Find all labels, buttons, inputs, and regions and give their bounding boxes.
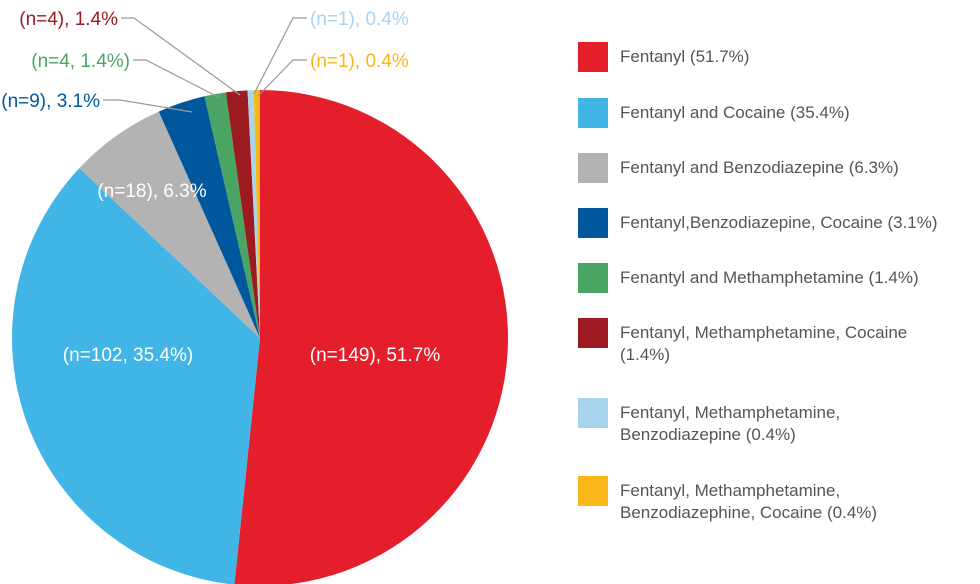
pie-slice bbox=[204, 92, 260, 339]
chart: (n=149), 51.7% (n=102, 35.4%) (n=18), 6.3%… bbox=[1, 9, 509, 584]
legend-item: Fentanyl and Cocaine (35.4%) bbox=[578, 98, 850, 128]
data-label: (n=1), 0.4% bbox=[310, 9, 409, 30]
legend-swatch bbox=[578, 153, 608, 183]
pie-slice bbox=[12, 168, 260, 584]
legend-swatch bbox=[578, 42, 608, 72]
data-label: (n=149), 51.7% bbox=[310, 345, 441, 366]
data-label: (n=9), 3.1% bbox=[1, 91, 100, 112]
legend-label: Fentanyl and Cocaine (35.4%) bbox=[620, 103, 850, 122]
legend-item: Fentanyl,Benzodiazepine, Cocaine (3.1%) bbox=[578, 208, 938, 238]
leader-line bbox=[133, 59, 221, 99]
legend-swatch bbox=[578, 208, 608, 238]
legend-item: Fentanyl, Methamphetamine, Benzodiazephi… bbox=[578, 476, 920, 524]
leader-line bbox=[103, 99, 193, 113]
legend-label: Fentanyl, Methamphetamine, Benzodiazephi… bbox=[620, 481, 878, 522]
legend-label: Fentanyl,Benzodiazepine, Cocaine (3.1%) bbox=[620, 213, 938, 232]
legend-label: Fentanyl and Benzodiazepine (6.3%) bbox=[620, 158, 899, 177]
leader-line bbox=[257, 59, 307, 97]
data-label: (n=1), 0.4% bbox=[310, 51, 409, 72]
data-label: (n=18), 6.3% bbox=[97, 181, 206, 202]
legend-item: Fentanyl and Benzodiazepine (6.3%) bbox=[578, 153, 899, 183]
pie-slice bbox=[253, 90, 260, 338]
leader-line bbox=[121, 17, 241, 96]
legend-label: Fenantyl and Methamphetamine (1.4%) bbox=[620, 268, 919, 287]
legend-item: Fentanyl, Methamphetamine, Benzodiazepin… bbox=[578, 398, 920, 446]
legend-item: Fentanyl (51.7%) bbox=[578, 42, 749, 72]
data-label: (n=4), 1.4% bbox=[19, 9, 118, 30]
leader-line bbox=[253, 17, 307, 95]
pie-slice bbox=[79, 111, 260, 338]
pie-slice bbox=[225, 90, 260, 338]
legend-label: Fentanyl (51.7%) bbox=[620, 47, 750, 66]
legend-swatch bbox=[578, 398, 608, 428]
pie-slice bbox=[158, 96, 260, 338]
data-label: (n=102, 35.4%) bbox=[63, 345, 193, 366]
legend-swatch bbox=[578, 476, 608, 506]
legend-label: Fentanyl, Methamphetamine, Benzodiazepin… bbox=[620, 403, 841, 444]
data-label: (n=4, 1.4%) bbox=[31, 51, 130, 72]
legend-item: Fentanyl, Methamphetamine, Cocaine (1.4%… bbox=[578, 318, 920, 366]
legend-swatch bbox=[578, 318, 608, 348]
pie-slice bbox=[234, 90, 509, 584]
legend-swatch bbox=[578, 263, 608, 293]
pie-slice bbox=[247, 90, 260, 339]
legend-label: Fentanyl, Methamphetamine, Cocaine (1.4%… bbox=[620, 323, 908, 364]
legend-item: Fenantyl and Methamphetamine (1.4%) bbox=[578, 263, 919, 293]
legend-swatch bbox=[578, 98, 608, 128]
